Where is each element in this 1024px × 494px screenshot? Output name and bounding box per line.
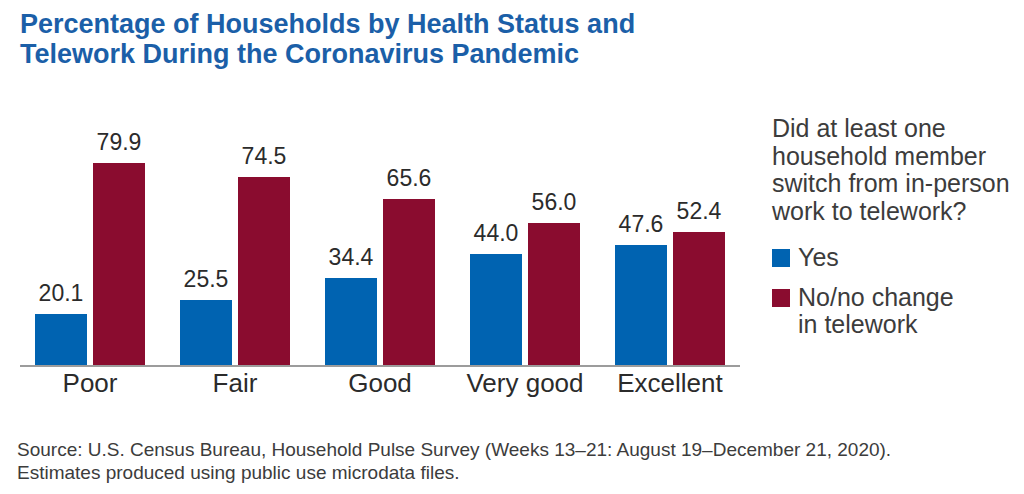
category-label-very-good: Very good <box>466 368 583 399</box>
bar-value-label: 52.4 <box>677 198 722 225</box>
bar-value-label: 47.6 <box>619 211 664 238</box>
source-note: Source: U.S. Census Bureau, Household Pu… <box>17 439 891 484</box>
bar-value-label: 79.9 <box>97 129 142 156</box>
x-axis-line <box>20 365 740 367</box>
category-label-excellent: Excellent <box>617 368 723 399</box>
bar-value-label: 44.0 <box>474 220 519 247</box>
bar-yes-good <box>325 278 377 365</box>
legend-label-line: No/no change <box>798 284 954 312</box>
bar-value-label: 56.0 <box>532 189 577 216</box>
legend: Did at least one household member switch… <box>772 115 1024 339</box>
legend-question: Did at least one household member switch… <box>772 115 1024 225</box>
legend-item-yes: Yes <box>772 244 1024 272</box>
source-line2: Estimates produced using public use micr… <box>17 462 891 485</box>
bar-yes-excellent <box>615 245 667 365</box>
source-line1: Source: U.S. Census Bureau, Household Pu… <box>17 439 891 462</box>
bar-value-label: 34.4 <box>329 244 374 271</box>
bar-yes-very-good <box>470 254 522 365</box>
page-title-line1: Percentage of Households by Health Statu… <box>20 9 635 39</box>
bar-value-label: 25.5 <box>184 266 229 293</box>
legend-label-no: No/no change in telework <box>798 284 954 339</box>
legend-label-line: Yes <box>798 244 839 272</box>
bar-no-no-change-in-telework-poor <box>93 163 145 365</box>
page-title-line2: Telework During the Coronavirus Pandemic <box>20 39 635 69</box>
bar-no-no-change-in-telework-good <box>383 199 435 365</box>
bar-no-no-change-in-telework-very-good <box>528 223 580 365</box>
bar-value-label: 65.6 <box>387 165 432 192</box>
legend-question-line: household member <box>772 143 1024 171</box>
bar-chart: 20.1 79.9 25.5 74.5 34.4 65.6 44.0 56.0 47.6 52.4 <box>20 120 740 365</box>
legend-label-yes: Yes <box>798 244 839 272</box>
category-label-fair: Fair <box>213 368 258 399</box>
bar-value-label: 20.1 <box>39 280 84 307</box>
bar-value-label: 74.5 <box>242 143 287 170</box>
legend-question-line: work to telework? <box>772 198 1024 226</box>
bar-no-no-change-in-telework-excellent <box>673 232 725 365</box>
category-axis-labels: Poor Fair Good Very good Excellent <box>20 368 740 398</box>
legend-swatch-no <box>772 289 790 307</box>
legend-item-no: No/no change in telework <box>772 284 1024 339</box>
legend-swatch-yes <box>772 249 790 267</box>
bar-no-no-change-in-telework-fair <box>238 177 290 365</box>
bar-yes-fair <box>180 300 232 365</box>
legend-question-line: switch from in-person <box>772 170 1024 198</box>
page-title: Percentage of Households by Health Statu… <box>20 9 635 69</box>
bar-yes-poor <box>35 314 87 365</box>
legend-question-line: Did at least one <box>772 115 1024 143</box>
category-label-good: Good <box>348 368 412 399</box>
category-label-poor: Poor <box>63 368 118 399</box>
legend-label-line: in telework <box>798 311 954 339</box>
